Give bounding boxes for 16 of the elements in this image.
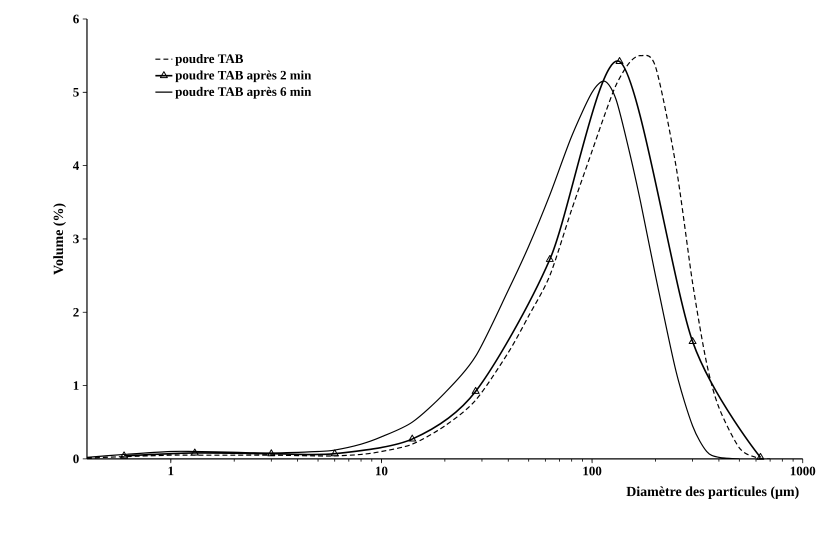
y-axis-title: Volume (%) [53,204,66,275]
x-tick-label: 100 [583,466,602,476]
x-axis-title: Diamètre des particules (μm) [626,486,799,500]
legend-label: poudre TAB après 6 min [175,86,312,99]
y-tick-label: 2 [73,308,79,317]
y-tick-label: 5 [73,88,79,97]
legend-label: poudre TAB après 2 min [175,70,312,82]
y-tick-label: 1 [74,381,79,390]
y-tick-label: 3 [73,234,79,244]
x-tick-label: 1000 [790,466,816,476]
y-tick-label: 0 [73,454,79,464]
y-tick-label: 6 [73,14,79,24]
y-tick-label: 4 [72,161,80,170]
x-tick-label: 1 [168,466,174,476]
x-tick-label: 10 [376,466,388,476]
legend-label: poudre TAB [175,54,244,66]
